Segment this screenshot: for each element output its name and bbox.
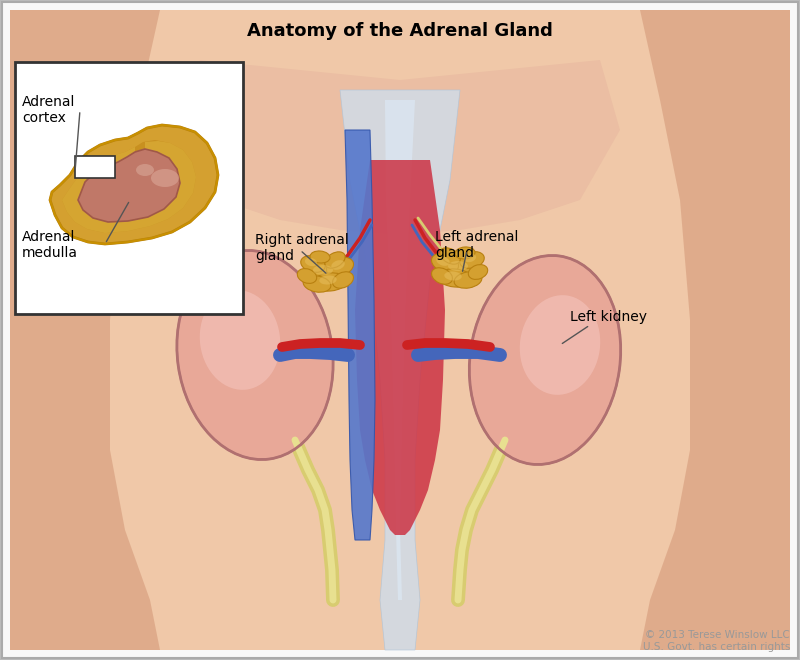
Bar: [75, 156, 115, 178]
Polygon shape: [385, 100, 415, 600]
Ellipse shape: [436, 256, 450, 266]
Ellipse shape: [298, 269, 317, 283]
Ellipse shape: [200, 290, 280, 390]
Ellipse shape: [326, 257, 354, 277]
Ellipse shape: [438, 269, 473, 287]
Text: Anatomy of the Adrenal Gland: Anatomy of the Adrenal Gland: [247, 22, 553, 40]
Ellipse shape: [305, 262, 345, 282]
Ellipse shape: [464, 254, 476, 262]
Polygon shape: [180, 60, 620, 235]
Text: Right adrenal
gland: Right adrenal gland: [255, 233, 349, 263]
Text: Adrenal
medulla: Adrenal medulla: [22, 230, 78, 260]
Text: Left adrenal
gland: Left adrenal gland: [435, 230, 518, 260]
Ellipse shape: [305, 258, 317, 266]
Ellipse shape: [440, 248, 460, 264]
Ellipse shape: [301, 255, 326, 273]
Ellipse shape: [151, 169, 179, 187]
Text: © 2013 Terese Winslow LLC
U.S. Govt. has certain rights: © 2013 Terese Winslow LLC U.S. Govt. has…: [642, 630, 790, 651]
Ellipse shape: [455, 247, 475, 259]
Ellipse shape: [177, 250, 333, 459]
Ellipse shape: [520, 295, 600, 395]
Ellipse shape: [460, 251, 484, 269]
Polygon shape: [355, 160, 445, 535]
Ellipse shape: [313, 265, 333, 275]
Ellipse shape: [313, 273, 347, 291]
Polygon shape: [10, 10, 160, 650]
Polygon shape: [62, 141, 196, 233]
Text: Adrenal
cortex: Adrenal cortex: [22, 95, 75, 125]
Ellipse shape: [431, 268, 453, 284]
Ellipse shape: [431, 253, 458, 273]
Polygon shape: [50, 125, 218, 244]
Polygon shape: [345, 130, 375, 540]
Ellipse shape: [331, 260, 345, 270]
Ellipse shape: [319, 275, 337, 284]
Text: Left kidney: Left kidney: [570, 310, 647, 324]
Polygon shape: [10, 10, 790, 650]
Ellipse shape: [303, 276, 331, 292]
Polygon shape: [62, 140, 196, 233]
Ellipse shape: [136, 164, 154, 176]
Ellipse shape: [454, 272, 482, 288]
Polygon shape: [78, 149, 180, 222]
Ellipse shape: [325, 252, 345, 268]
Ellipse shape: [470, 255, 621, 465]
Bar: [15, 62, 243, 314]
Polygon shape: [340, 90, 460, 650]
Ellipse shape: [333, 272, 354, 288]
Ellipse shape: [440, 258, 480, 278]
Polygon shape: [640, 10, 790, 650]
Ellipse shape: [448, 261, 468, 271]
Ellipse shape: [444, 271, 462, 280]
Ellipse shape: [310, 251, 330, 263]
Ellipse shape: [468, 265, 488, 279]
